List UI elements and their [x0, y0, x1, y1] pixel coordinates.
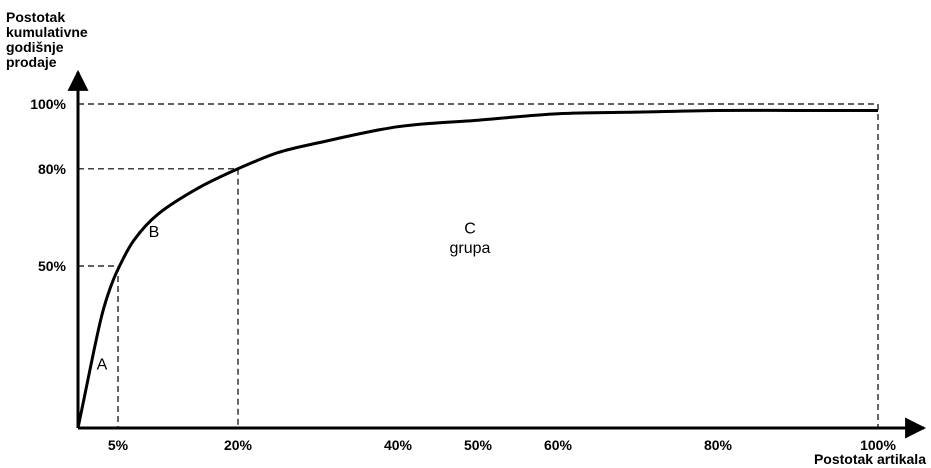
region-annotation: A: [97, 357, 108, 374]
y-tick-label: 80%: [38, 161, 67, 177]
axes: [67, 69, 927, 439]
reference-lines: [78, 103, 879, 428]
x-tick-label: 60%: [544, 437, 573, 453]
series-layer: [76, 108, 878, 429]
x-tick-label: 40%: [384, 437, 413, 453]
y-axis-label: Postotak kumulativne godišnje prodaje: [6, 10, 176, 70]
y-axis-label-line: prodaje: [6, 54, 57, 70]
tick-labels: 5% 20% 40% 50% 60% 80% 100% 50% 80% 100%: [30, 96, 896, 453]
x-tick-label: 20%: [224, 437, 253, 453]
y-tick-label: 50%: [38, 258, 67, 274]
y-axis-label-line: Postotak: [6, 9, 66, 25]
cumulative-sales-curve: [76, 108, 878, 429]
x-axis-label: Postotak artikala: [814, 451, 926, 467]
region-annotation: C: [464, 221, 476, 238]
x-tick-label: 5%: [108, 437, 129, 453]
x-tick-label: 100%: [860, 437, 896, 453]
region-annotation: B: [149, 224, 160, 241]
y-axis-label-line: godišnje: [6, 39, 64, 55]
y-tick-label: 100%: [30, 96, 66, 112]
x-tick-label: 50%: [464, 437, 493, 453]
x-tick-label: 80%: [704, 437, 733, 453]
region-annotation: grupa: [450, 240, 491, 257]
y-axis-label-line: kumulativne: [6, 24, 88, 40]
